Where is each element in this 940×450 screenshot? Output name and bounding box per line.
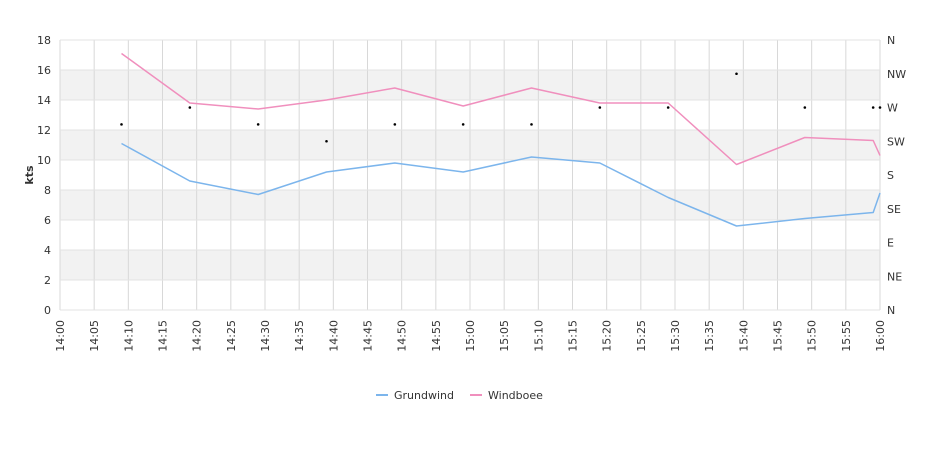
y2-tick-label: NE [887, 270, 902, 283]
x-tick-label: 15:10 [532, 320, 545, 352]
y2-tick-label: N [887, 34, 895, 47]
direction-point [120, 123, 123, 126]
y-tick-label: 4 [44, 244, 51, 257]
x-axis-ticks: 14:00 14:05 14:10 14:15 14:20 14:25 14:30 14:35… [54, 320, 887, 352]
direction-point [735, 72, 738, 76]
direction-point [530, 123, 533, 126]
horizontal-gridlines [60, 39, 880, 311]
y-axis-title: kts [23, 165, 36, 185]
x-tick-label: 15:20 [601, 320, 614, 352]
direction-point [393, 123, 397, 126]
x-tick-label: 15:40 [737, 320, 750, 352]
x-tick-label: 14:15 [157, 320, 170, 352]
x-tick-label: 15:45 [772, 320, 785, 352]
x-tick-label: 14:05 [88, 320, 101, 352]
x-tick-label: 15:55 [840, 320, 853, 352]
y2-tick-label: E [887, 237, 894, 250]
x-tick-label: 14:30 [259, 320, 272, 352]
direction-point [325, 139, 328, 143]
x-tick-label: 15:50 [806, 320, 819, 352]
y2-tick-label: N [887, 304, 895, 317]
direction-point [878, 106, 882, 109]
legend-label: Grundwind [394, 389, 454, 402]
y-tick-label: 8 [44, 184, 51, 197]
direction-point [256, 123, 260, 126]
x-tick-label: 14:35 [293, 320, 306, 352]
x-tick-label: 16:00 [874, 320, 887, 352]
x-tick-label: 15:05 [498, 320, 511, 352]
x-tick-label: 14:10 [122, 320, 135, 352]
x-tick-label: 15:30 [669, 320, 682, 352]
y2-tick-label: NW [887, 68, 906, 81]
x-tick-label: 14:00 [54, 320, 67, 352]
x-tick-label: 15:15 [567, 320, 580, 352]
direction-points [120, 72, 882, 143]
y2-tick-label: SW [887, 135, 905, 148]
x-tick-label: 15:25 [635, 320, 648, 352]
y2-tick-label: W [887, 102, 898, 115]
y-axis-ticks: 0 2 4 6 8 10 12 14 16 18 [37, 34, 51, 317]
direction-point [803, 106, 807, 109]
y-tick-label: 6 [44, 214, 51, 227]
x-tick-label: 14:20 [191, 320, 204, 352]
direction-point [666, 106, 670, 109]
legend-label: Windboee [488, 389, 543, 402]
vertical-gridlines [59, 40, 881, 310]
x-tick-label: 15:00 [464, 320, 477, 352]
series-layer [121, 52, 881, 227]
x-tick-label: 14:50 [396, 320, 409, 352]
y2-tick-label: SE [887, 203, 901, 216]
y-tick-label: 16 [37, 64, 51, 77]
y-tick-label: 18 [37, 34, 51, 47]
y-tick-label: 2 [44, 274, 51, 287]
x-tick-label: 14:25 [225, 320, 238, 352]
y-tick-label: 12 [37, 124, 51, 137]
direction-point [598, 106, 602, 109]
y-tick-label: 14 [37, 94, 51, 107]
x-tick-label: 14:40 [327, 320, 340, 352]
legend: Grundwind Windboee [376, 389, 543, 402]
direction-point [188, 106, 192, 109]
direction-point [461, 123, 465, 126]
y2-tick-label: S [887, 169, 894, 182]
series-line-grundwind [121, 142, 881, 227]
y-tick-label: 10 [37, 154, 51, 167]
y2-axis-ticks: N NE E SE S SW W NW N [887, 34, 906, 317]
series-line-windboee [121, 52, 881, 166]
direction-point [871, 106, 875, 109]
x-tick-label: 14:45 [362, 320, 375, 352]
x-tick-label: 14:55 [430, 320, 443, 352]
x-tick-label: 15:35 [703, 320, 716, 352]
y-tick-label: 0 [44, 304, 51, 317]
